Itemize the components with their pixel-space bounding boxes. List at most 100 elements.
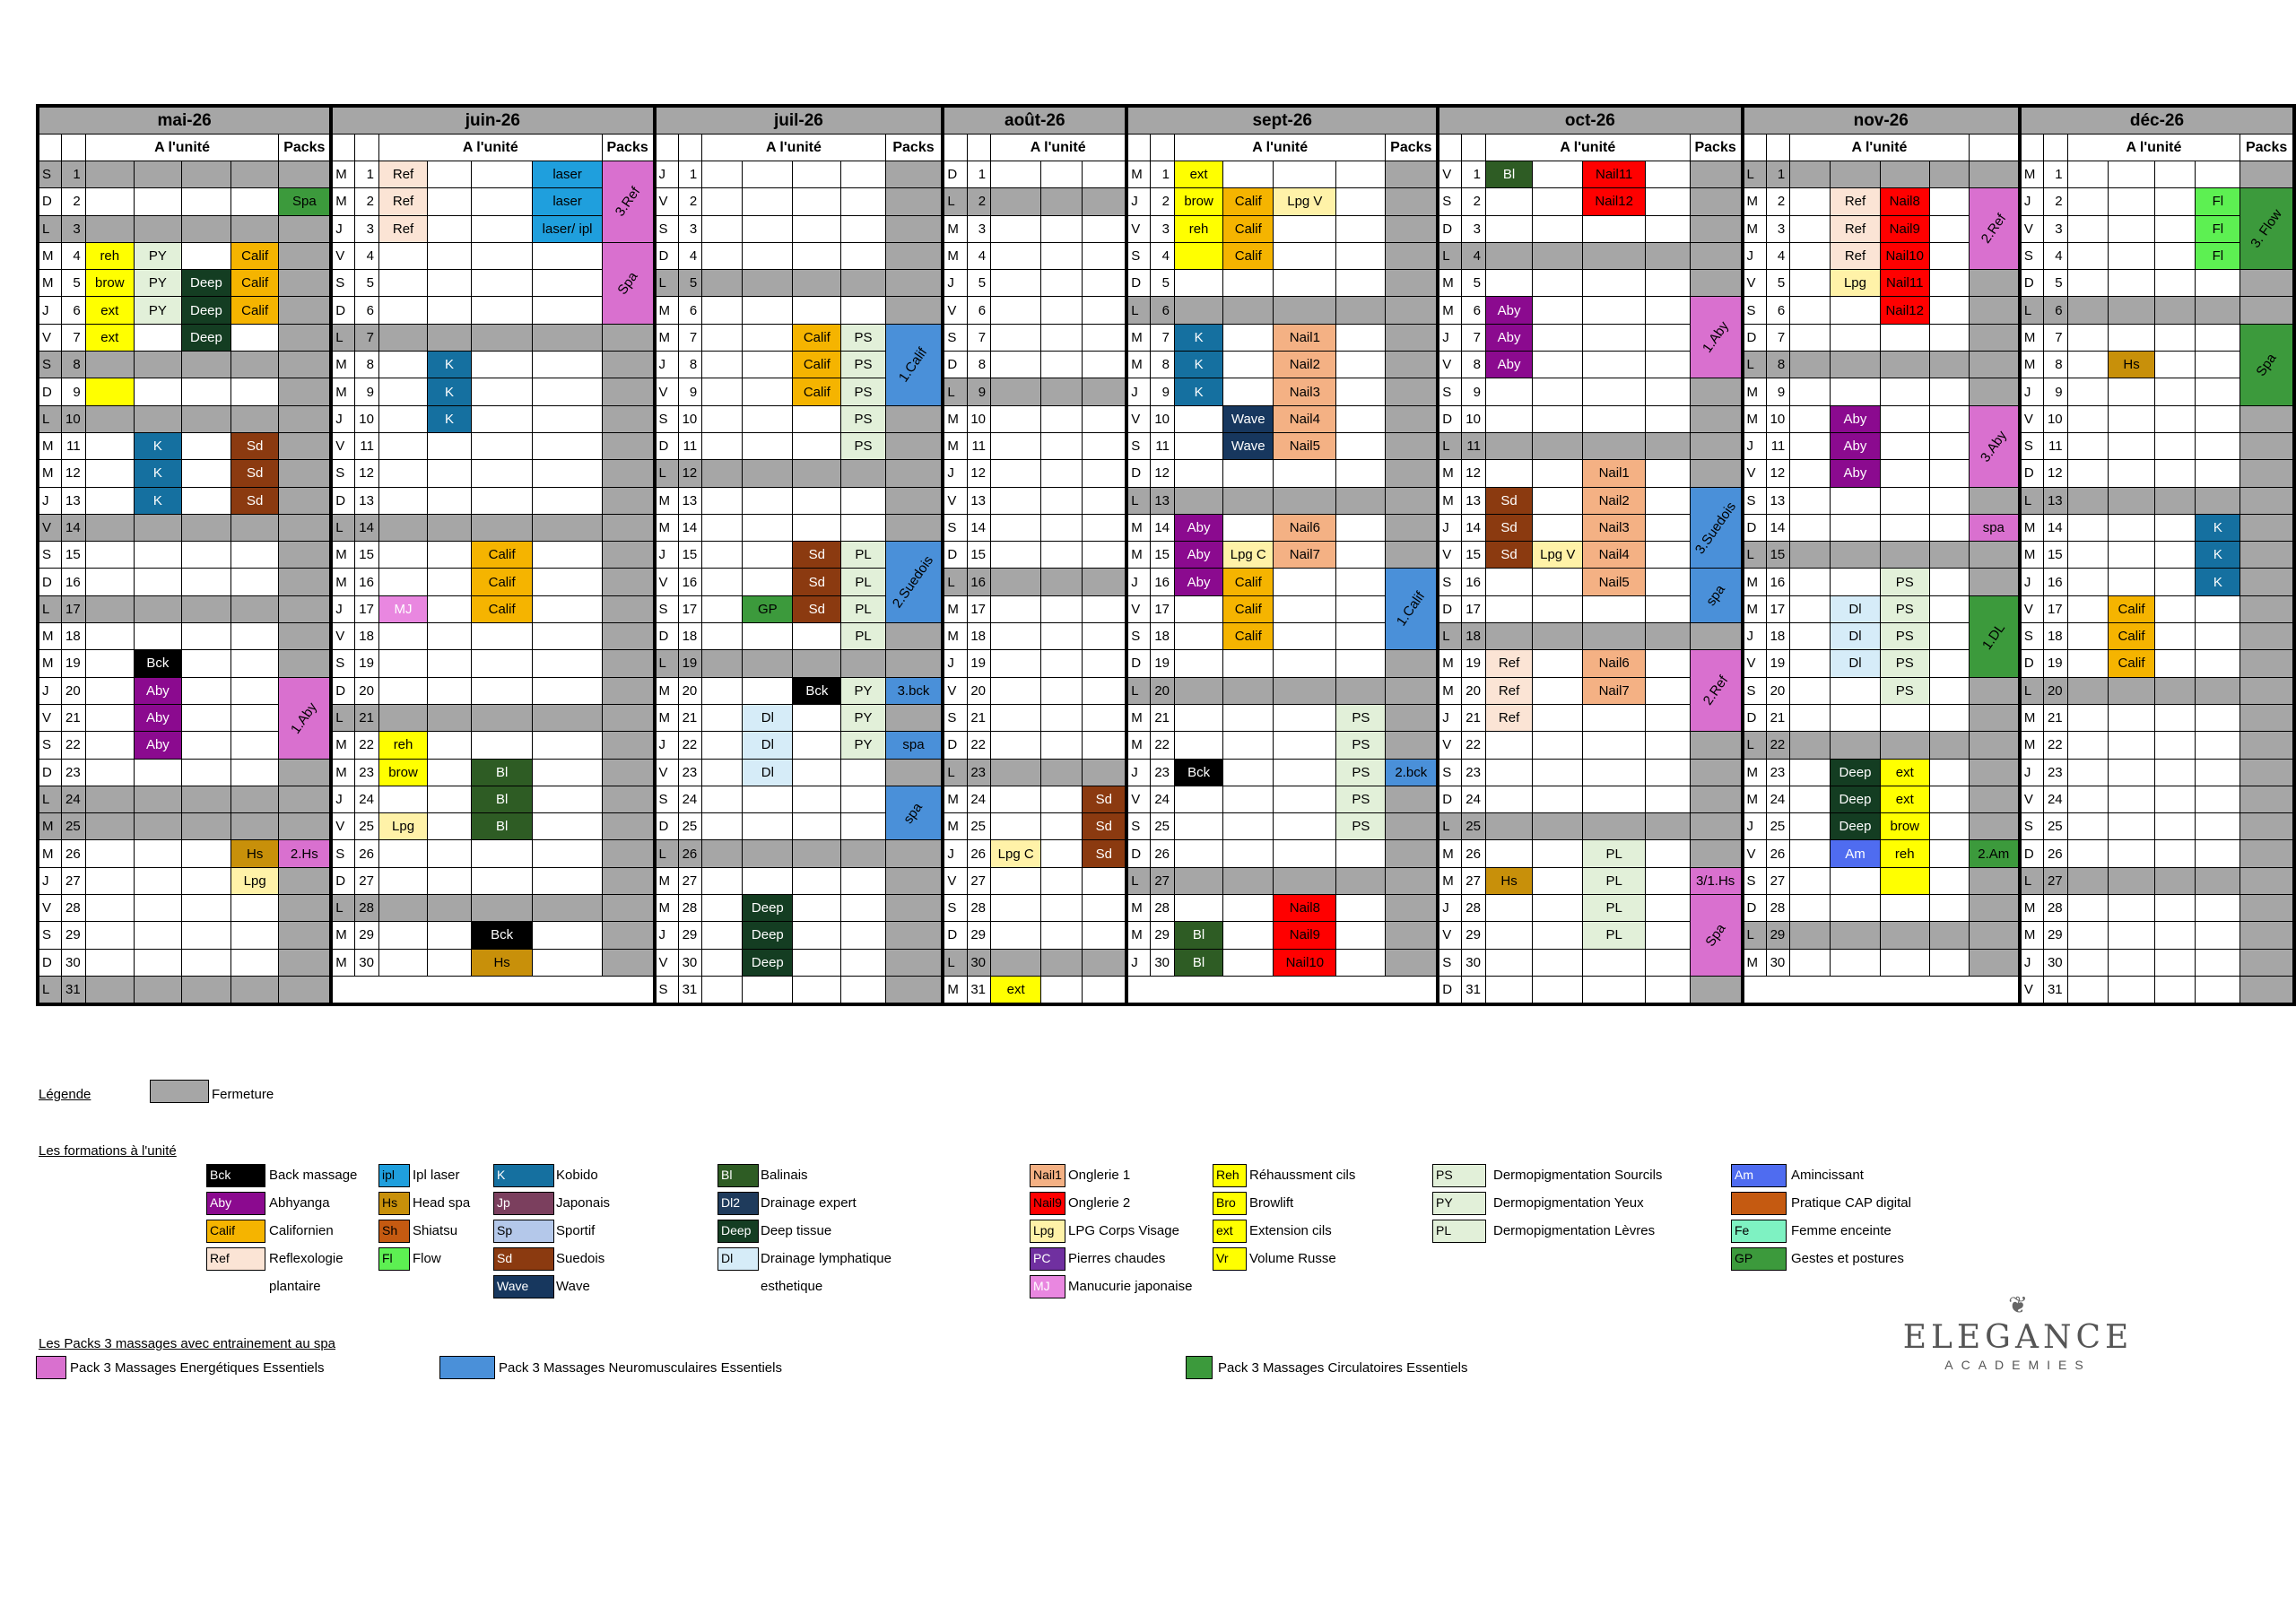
weekday-cell: J [2017, 378, 2045, 406]
closure-label: Fermeture [212, 1087, 274, 1102]
weekday-cell: J [941, 269, 968, 298]
day-number: 2 [1461, 187, 1486, 216]
session-cell [1645, 812, 1691, 841]
session-cell [2066, 703, 2109, 733]
day-number: 17 [677, 595, 703, 624]
weekday-cell: L [2017, 296, 2045, 325]
session-cell [2154, 676, 2196, 705]
session-cell [470, 160, 534, 189]
session-cell [180, 921, 231, 950]
pack-label: 3. Flow [2248, 206, 2285, 251]
session-cell [1928, 296, 1970, 325]
weekday-cell: S [2017, 622, 2045, 651]
weekday-cell: L [1740, 731, 1767, 760]
session-cell [1222, 731, 1274, 760]
session-cell [2107, 731, 2156, 760]
session-cell [378, 404, 429, 433]
day-number: 21 [354, 703, 379, 733]
session-cell [378, 948, 429, 977]
session-cell [1273, 459, 1337, 488]
pack-cell [601, 921, 657, 950]
session-cell [1484, 785, 1534, 814]
session-cell [1879, 703, 1930, 733]
session-cell [1040, 241, 1083, 271]
session-cell [532, 404, 603, 433]
day-number: 1 [1765, 160, 1791, 189]
month-header: juin-26 [329, 105, 657, 135]
session-cell [1928, 649, 1970, 678]
pack-cell [278, 595, 334, 624]
session-cell [840, 296, 886, 325]
weekday-cell: S [329, 459, 356, 488]
session-cell [2066, 404, 2109, 433]
pack-cell [884, 758, 945, 786]
pack-cell [1689, 622, 1744, 651]
month-header: sept-26 [1125, 105, 1440, 135]
day-number: 12 [677, 459, 703, 488]
weekday-cell: J [941, 459, 968, 488]
day-number: 10 [2043, 404, 2068, 433]
session-cell [133, 622, 182, 651]
session-cell [180, 513, 231, 543]
session-cell [840, 894, 886, 923]
day-number: 10 [354, 404, 379, 433]
pack-cell: 2.bck [1385, 758, 1440, 786]
weekday-cell: V [36, 323, 63, 352]
session-cell [180, 839, 231, 868]
weekday-cell: V [652, 187, 679, 216]
day-number: 14 [1461, 513, 1486, 543]
session-cell: PL [1582, 921, 1647, 950]
logo-sub: ACADEMIES [1944, 1358, 2092, 1372]
session-cell [532, 459, 603, 488]
session-cell [532, 703, 603, 733]
session-cell [1645, 676, 1691, 705]
session-cell [470, 269, 534, 298]
session-cell: K [133, 486, 182, 515]
session-cell [1645, 839, 1691, 868]
day-number: 3 [966, 214, 992, 243]
weekday-cell: D [1436, 214, 1463, 243]
session-cell: Ref [1830, 187, 1881, 216]
weekday-cell: L [329, 323, 356, 352]
weekday-cell: D [652, 431, 679, 461]
session-cell: Calif [2107, 622, 2156, 651]
session-cell [990, 568, 1042, 596]
session-cell: Aby [133, 703, 182, 733]
session-cell: Fl [2195, 241, 2241, 271]
packs-legend-title: Les Packs 3 massages avec entrainement a… [39, 1336, 336, 1351]
session-cell [1273, 758, 1337, 786]
pack-cell [2239, 649, 2296, 678]
day-number: 29 [966, 921, 992, 950]
session-cell: brow [84, 269, 135, 298]
session-cell [84, 676, 135, 705]
session-cell [532, 921, 603, 950]
day-number: 25 [61, 812, 86, 841]
session-cell [1532, 431, 1584, 461]
session-cell: Nail7 [1273, 541, 1337, 569]
unit-header: A l'unité [990, 134, 1129, 161]
pack-cell [1689, 241, 1744, 271]
pack-cell [1689, 731, 1744, 760]
pack-cell: 2.Suedois [884, 541, 945, 624]
blank-cell [1765, 134, 1791, 161]
session-cell: Deep [1830, 758, 1881, 786]
pack-cell [884, 241, 945, 271]
weekday-cell: L [941, 378, 968, 406]
session-cell [1335, 404, 1387, 433]
day-number: 5 [354, 269, 379, 298]
pack-cell [601, 541, 657, 569]
session-cell [701, 921, 744, 950]
session-cell: Aby [1173, 513, 1224, 543]
session-cell [1082, 649, 1129, 678]
pack-cell [1689, 378, 1744, 406]
day-number: 9 [1765, 378, 1791, 406]
pack-cell [1689, 758, 1744, 786]
session-cell [2066, 975, 2109, 1005]
session-cell [2195, 839, 2241, 868]
session-cell: Fl [2195, 187, 2241, 216]
session-cell [1484, 459, 1534, 488]
session-cell [180, 866, 231, 896]
session-cell [1040, 431, 1083, 461]
session-cell [1082, 513, 1129, 543]
pack-cell: Spa [1689, 894, 1744, 977]
